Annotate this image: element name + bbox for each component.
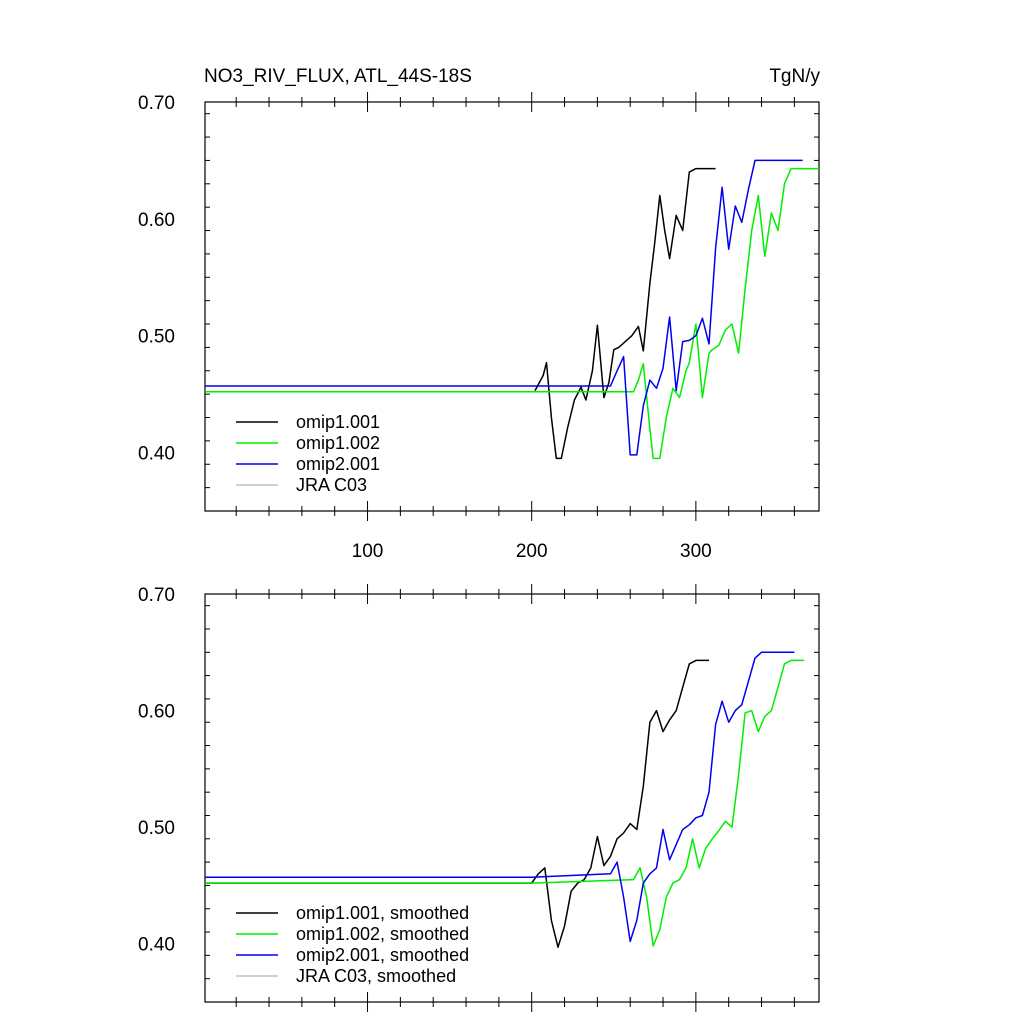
y-tick-label: 0.50 <box>138 327 175 348</box>
series-line-omip2-001-smoothed <box>205 651 795 943</box>
legend-label-jra-c03: JRA C03 <box>296 475 367 495</box>
legend-label-omip1-001: omip1.001 <box>296 412 380 432</box>
chart-title: NO3_RIV_FLUX, ATL_44S-18S <box>204 66 472 87</box>
y-tick-label: 0.40 <box>138 935 175 956</box>
series-line-omip1-001-smoothed <box>205 659 709 948</box>
legend-label-omip2-001: omip2.001 <box>296 454 380 474</box>
x-tick-label: 200 <box>516 541 548 562</box>
y-tick-label: 0.50 <box>138 818 175 839</box>
legend-label-jra-c03-smoothed: JRA C03, smoothed <box>296 966 456 986</box>
plot-frame <box>204 101 820 512</box>
plot-frame <box>204 593 820 1003</box>
series-line-omip1-002-smoothed <box>205 659 805 947</box>
legend-label-omip1-002-smoothed: omip1.002, smoothed <box>296 924 469 944</box>
y-tick-label: 0.70 <box>138 585 175 606</box>
y-tick-label: 0.40 <box>138 444 175 465</box>
y-tick-label: 0.70 <box>138 93 175 114</box>
legend-label-omip1-001-smoothed: omip1.001, smoothed <box>296 903 469 923</box>
top-panel: 100 200 300 0.40 0.50 0.60 0.70 omip1.001omip1.… <box>138 92 820 562</box>
y-tick-label: 0.60 <box>138 210 175 231</box>
y-tick-label: 0.60 <box>138 702 175 723</box>
series-line-omip1-001 <box>534 167 716 460</box>
legend-label-omip1-002: omip1.002 <box>296 433 380 453</box>
bottom-panel: 0.40 0.50 0.60 0.70 omip1.001, smoothedomip1… <box>138 584 820 1012</box>
x-tick-label: 100 <box>352 541 384 562</box>
x-tick-label: 300 <box>680 541 712 562</box>
series-line-omip1-002 <box>205 167 819 460</box>
series-line-omip2-001 <box>205 159 803 456</box>
legend-label-omip2-001-smoothed: omip2.001, smoothed <box>296 945 469 965</box>
chart-units: TgN/y <box>769 66 820 87</box>
